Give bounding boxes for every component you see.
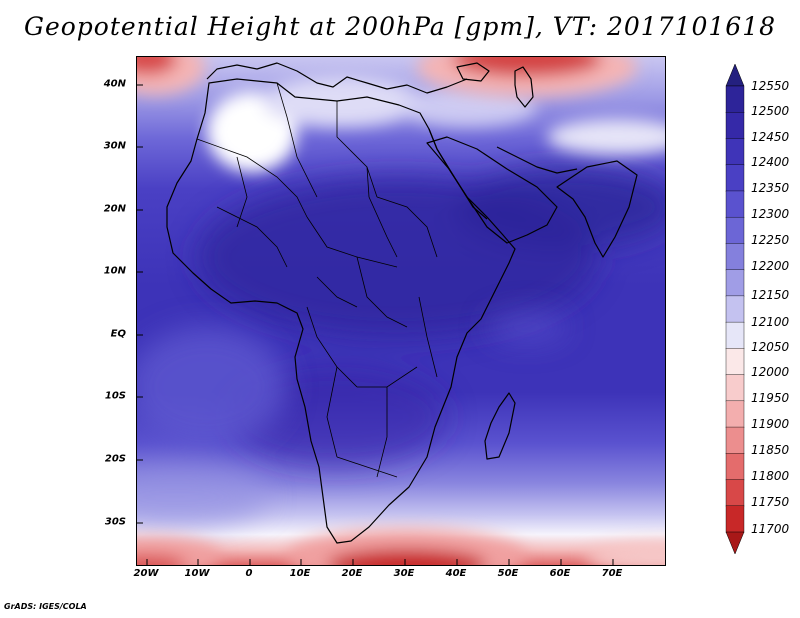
colorbar-segment xyxy=(725,138,745,166)
colorbar-label: 11700 xyxy=(751,522,790,536)
lat-label-10n: 10N xyxy=(103,265,126,277)
country-borders xyxy=(196,82,438,478)
lon-label-10w: 10W xyxy=(184,568,210,579)
colorbar-label: 12100 xyxy=(751,315,790,329)
colorbar-segment xyxy=(725,348,745,376)
lon-label-10e: 10E xyxy=(289,568,311,579)
lon-label-70e: 70E xyxy=(601,568,623,579)
light-ridge-features xyxy=(137,312,567,527)
colorbar-segment xyxy=(725,164,745,192)
colorbar-segment xyxy=(725,269,745,297)
colorbar-segment xyxy=(725,321,745,350)
lon-label-50e: 50E xyxy=(497,568,519,579)
colorbar xyxy=(725,63,745,555)
lon-label-40e: 40E xyxy=(445,568,467,579)
colorbar-label: 11950 xyxy=(751,391,790,405)
chart-title: Geopotential Height at 200hPa [gpm], VT:… xyxy=(23,12,777,41)
colorbar-segment xyxy=(725,295,745,323)
colorbar-label: 11850 xyxy=(751,443,790,457)
lat-label-20s: 20S xyxy=(104,453,126,465)
coastlines xyxy=(166,62,638,544)
axis-ticks xyxy=(137,84,614,565)
colorbar-label: 12550 xyxy=(751,79,790,93)
colorbar-label: 12000 xyxy=(751,365,790,379)
colorbar-label: 12350 xyxy=(751,181,790,195)
colorbar-label: 12250 xyxy=(751,233,790,247)
colorbar-label: 12400 xyxy=(751,155,790,169)
colorbar-label: 11900 xyxy=(751,417,790,431)
lat-label-20n: 20N xyxy=(103,203,126,215)
lat-label-eq: EQ xyxy=(110,328,126,340)
low-height-centers xyxy=(137,57,665,565)
colorbar-label: 12050 xyxy=(751,340,790,354)
colorbar-segment xyxy=(725,85,745,113)
colorbar-segment xyxy=(725,374,745,402)
colorbar-label: 12150 xyxy=(751,288,790,302)
colorbar-label: 12450 xyxy=(751,130,790,144)
lon-label-0: 0 xyxy=(245,568,253,579)
colorbar-segment xyxy=(725,479,745,507)
colorbar-bottom-arrow xyxy=(725,531,745,555)
footer-credit: GrADS: IGES/COLA xyxy=(4,602,87,611)
colorbar-label: 12500 xyxy=(751,104,790,118)
lat-label-10s: 10S xyxy=(104,390,126,402)
lat-label-30s: 30S xyxy=(104,516,126,528)
lat-label-40n: 40N xyxy=(103,78,126,90)
colorbar-segment xyxy=(725,505,745,533)
colorbar-label: 12200 xyxy=(751,259,790,273)
colorbar-segment xyxy=(725,400,745,428)
colorbar-segment xyxy=(725,190,745,218)
colorbar-segment xyxy=(725,112,745,140)
colorbar-segment xyxy=(725,243,745,271)
geopotential-map xyxy=(137,57,665,565)
lon-label-60e: 60E xyxy=(549,568,571,579)
map-panel xyxy=(136,56,666,566)
colorbar-segment xyxy=(725,216,745,245)
colorbar-segment xyxy=(725,426,745,454)
colorbar-top-arrow xyxy=(725,63,745,87)
lon-label-20w: 20W xyxy=(133,568,159,579)
colorbar-label: 12300 xyxy=(751,207,790,221)
lon-label-20e: 20E xyxy=(341,568,363,579)
colorbar-segment xyxy=(725,453,745,481)
colorbar-label: 11800 xyxy=(751,469,790,483)
subtropical-trough-white xyxy=(207,77,665,172)
lat-label-30n: 30N xyxy=(103,140,126,152)
colorbar-label: 11750 xyxy=(751,495,790,509)
lon-label-30e: 30E xyxy=(393,568,415,579)
